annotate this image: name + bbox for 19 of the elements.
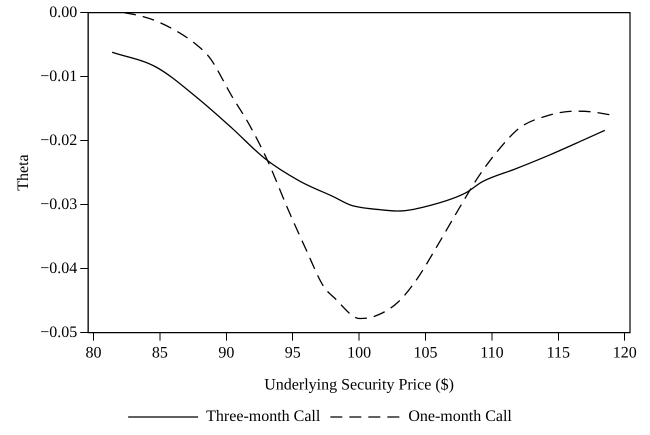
x-tick-label: 85 [152, 344, 168, 362]
y-axis-title: Theta [14, 154, 32, 191]
x-tick-label: 120 [612, 344, 637, 362]
x-tick-label: 115 [546, 344, 570, 362]
legend-label: Three-month Call [206, 408, 321, 426]
y-tick-label: −0.03 [40, 196, 78, 213]
x-tick-label: 110 [480, 344, 504, 362]
y-tick-label: −0.04 [40, 260, 78, 277]
x-tick-label: 95 [284, 344, 301, 362]
x-tick-label: 80 [86, 344, 102, 362]
y-tick-label: 0.00 [49, 4, 78, 21]
x-tick-label: 105 [414, 344, 438, 362]
legend-label: One-month Call [408, 408, 512, 426]
x-tick-label: 100 [347, 344, 372, 362]
x-axis-title: Underlying Security Price ($) [264, 376, 454, 394]
x-tick-label: 90 [218, 344, 234, 362]
y-tick-label: −0.01 [40, 68, 78, 85]
y-tick-label: −0.05 [40, 324, 78, 341]
y-tick-label: −0.02 [40, 132, 78, 149]
